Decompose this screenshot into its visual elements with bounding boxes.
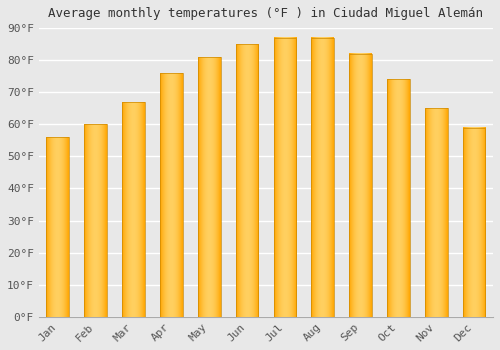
Bar	[425, 108, 448, 317]
Bar	[349, 54, 372, 317]
Bar	[122, 102, 145, 317]
Bar	[198, 57, 220, 317]
Bar	[463, 127, 485, 317]
Bar	[160, 73, 182, 317]
Bar	[312, 38, 334, 317]
Bar	[236, 44, 258, 317]
Title: Average monthly temperatures (°F ) in Ciudad Miguel Alemán: Average monthly temperatures (°F ) in Ci…	[48, 7, 484, 20]
Bar	[387, 79, 410, 317]
Bar	[312, 38, 334, 317]
Bar	[122, 102, 145, 317]
Bar	[274, 38, 296, 317]
Bar	[387, 79, 410, 317]
Bar	[84, 124, 107, 317]
Bar	[160, 73, 182, 317]
Bar	[463, 127, 485, 317]
Bar	[46, 137, 69, 317]
Bar	[425, 108, 448, 317]
Bar	[274, 38, 296, 317]
Bar	[198, 57, 220, 317]
Bar	[46, 137, 69, 317]
Bar	[349, 54, 372, 317]
Bar	[84, 124, 107, 317]
Bar	[236, 44, 258, 317]
